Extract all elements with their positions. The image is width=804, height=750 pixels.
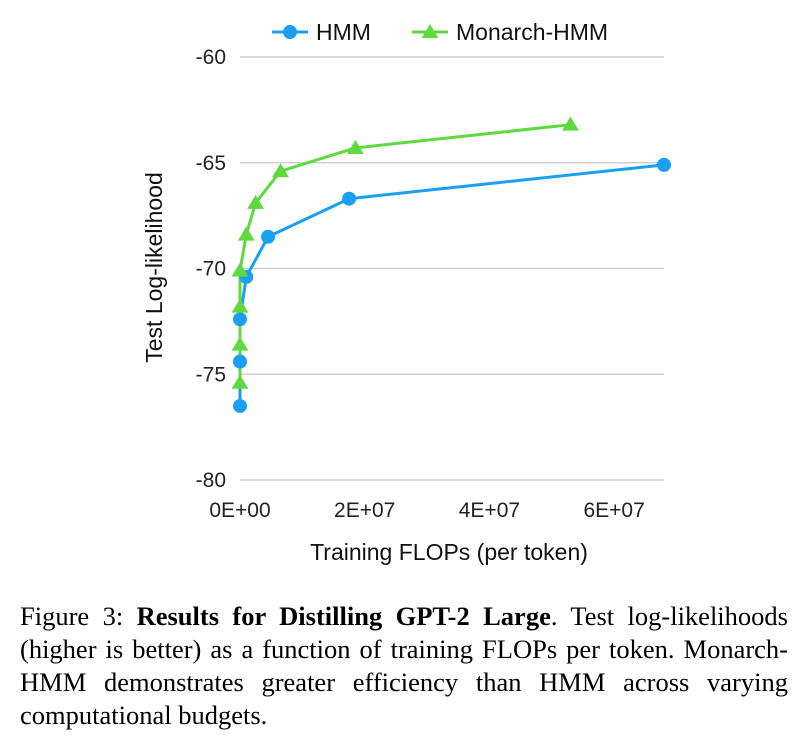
- series-layer: [231, 116, 671, 413]
- y-axis-title: Test Log-likelihood: [141, 172, 167, 363]
- caption-title: Results for Distilling GPT-2 Large: [136, 601, 551, 631]
- legend: HMM Monarch-HMM: [272, 19, 608, 45]
- data-point-monarch-hmm: [346, 139, 364, 154]
- series-line-hmm: [238, 163, 665, 406]
- legend-label-hmm: HMM: [316, 19, 371, 45]
- x-tick-label: 2E+07: [334, 499, 395, 522]
- data-point-hmm: [657, 157, 671, 172]
- data-point-hmm: [233, 354, 247, 369]
- data-point-monarch-hmm: [231, 262, 249, 277]
- gridlines: [240, 56, 664, 481]
- data-point-monarch-hmm: [562, 116, 579, 131]
- chart: HMM Monarch-HMM -60 -65 -70 -75 -80 0E+00 2E+0…: [141, 19, 671, 565]
- data-point-monarch-hmm: [231, 336, 249, 351]
- legend-marker-hmm: [283, 25, 297, 39]
- caption-prefix: Figure 3:: [20, 601, 137, 631]
- x-tick-labels: 0E+00 2E+07 4E+07 6E+07: [209, 499, 644, 522]
- data-point-hmm: [233, 312, 247, 327]
- data-point-hmm: [342, 191, 357, 206]
- y-tick-labels: -60 -65 -70 -75 -80: [196, 46, 226, 492]
- legend-label-monarch-hmm: Monarch-HMM: [456, 19, 608, 45]
- figure-caption: Figure 3: Results for Distilling GPT-2 L…: [20, 600, 788, 732]
- data-point-monarch-hmm: [247, 194, 264, 209]
- y-tick-label: -60: [196, 46, 226, 69]
- y-tick-label: -80: [196, 469, 226, 492]
- x-tick-label: 0E+00: [209, 499, 270, 522]
- data-point-hmm: [261, 229, 276, 244]
- legend-marker-monarch-hmm: [421, 24, 439, 38]
- y-tick-label: -75: [196, 363, 226, 386]
- x-tick-label: 4E+07: [459, 499, 520, 522]
- y-tick-label: -70: [196, 258, 226, 281]
- data-point-monarch-hmm: [237, 226, 255, 241]
- data-point-monarch-hmm: [231, 298, 249, 313]
- caption-body: . Test log-likelihoods (higher is better…: [20, 601, 788, 730]
- data-point-monarch-hmm: [231, 374, 249, 389]
- data-point-monarch-hmm: [272, 163, 289, 178]
- x-tick-label: 6E+07: [583, 499, 644, 522]
- data-point-hmm: [233, 398, 247, 413]
- series-line-monarch-hmm: [238, 123, 571, 383]
- y-tick-label: -65: [196, 152, 226, 175]
- x-axis-title: Training FLOPs (per token): [310, 539, 588, 565]
